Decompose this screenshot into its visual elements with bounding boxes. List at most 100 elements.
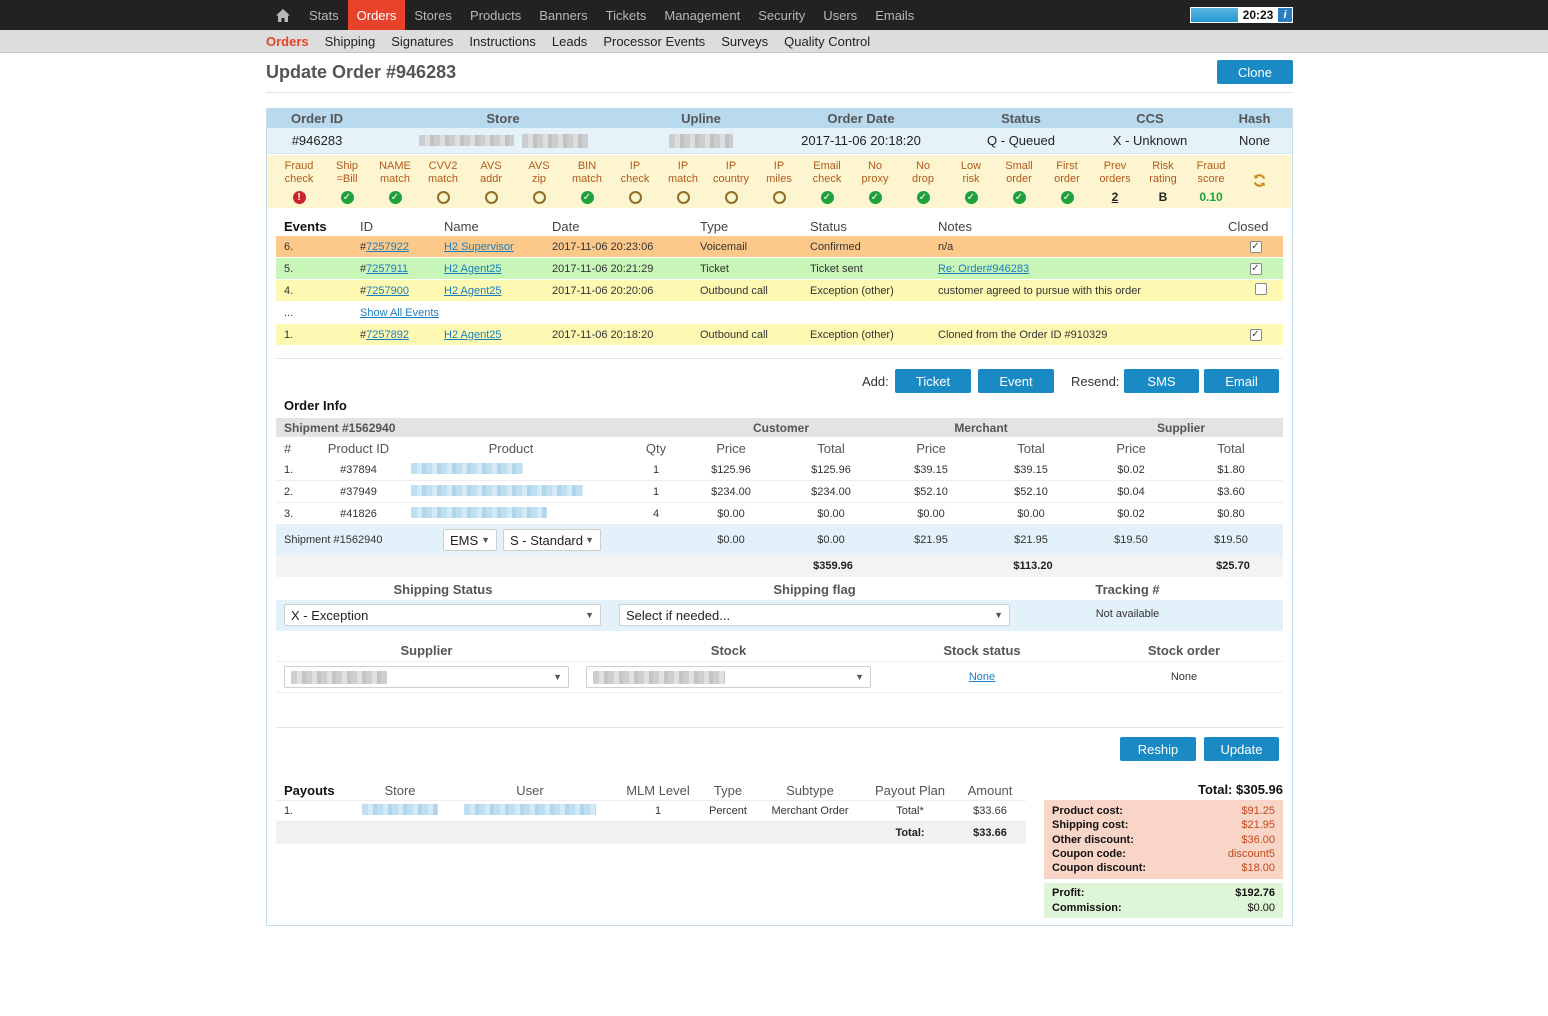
- subnav-signatures[interactable]: Signatures: [391, 34, 454, 49]
- update-button[interactable]: Update: [1204, 737, 1279, 761]
- closed-checkbox[interactable]: ✓: [1249, 329, 1262, 341]
- nav-tickets[interactable]: Tickets: [605, 7, 647, 23]
- check-icon: ✓: [1012, 190, 1026, 204]
- event-user-link[interactable]: H2 Agent25: [444, 328, 502, 341]
- nav-stats[interactable]: Stats: [309, 7, 339, 23]
- subnav-processor-events[interactable]: Processor Events: [603, 34, 706, 49]
- refresh-checks[interactable]: [1235, 155, 1283, 208]
- closed-checkbox[interactable]: ✓: [1249, 263, 1262, 275]
- col-store: Store: [486, 110, 520, 126]
- nav-management[interactable]: Management: [664, 7, 741, 23]
- table-row: 4. #7257900 H2 Agent25 2017-11-06 20:20:…: [276, 280, 1283, 302]
- subnav-shipping[interactable]: Shipping: [324, 34, 376, 49]
- event-id-link[interactable]: 7257892: [366, 328, 409, 341]
- add-event-button[interactable]: Event: [978, 369, 1054, 393]
- chevron-down-icon: ▼: [585, 535, 594, 545]
- product-name-redacted[interactable]: [411, 484, 583, 496]
- hash-value: None: [1238, 133, 1271, 148]
- col-status: Status: [1001, 110, 1041, 126]
- closed-checkbox[interactable]: [1254, 283, 1267, 295]
- show-all-events-link[interactable]: Show All Events: [360, 306, 439, 319]
- check-icon: ✓: [868, 190, 882, 204]
- check-no-drop: No drop ✓: [911, 160, 935, 204]
- product-name-redacted[interactable]: [411, 462, 523, 474]
- event-user-link[interactable]: H2 Agent25: [444, 262, 502, 275]
- nav-emails[interactable]: Emails: [875, 7, 915, 23]
- subnav-surveys[interactable]: Surveys: [721, 34, 769, 49]
- top-navbar: Stats Orders Stores Products Banners Tic…: [0, 0, 1548, 35]
- check-fraud-check: Fraud check!: [284, 160, 314, 204]
- stock-status-link[interactable]: None: [968, 671, 996, 683]
- tracking-value: Not available: [1095, 608, 1160, 620]
- shipping-method-select[interactable]: S - Standard ▼: [503, 529, 601, 551]
- clock-widget[interactable]: 20:23 i: [1190, 7, 1293, 23]
- ev-col-type: Type: [700, 218, 729, 234]
- tracking-label: Tracking #: [1095, 582, 1160, 597]
- ev-col-status: Status: [810, 218, 847, 234]
- prev-orders-link[interactable]: 2: [1111, 189, 1119, 204]
- subnav-instructions[interactable]: Instructions: [469, 34, 536, 49]
- nav-stores[interactable]: Stores: [414, 7, 452, 23]
- resend-email-button[interactable]: Email: [1204, 369, 1279, 393]
- table-row: 1. #37894 1 $125.96 $125.96 $39.15 $39.1…: [276, 459, 1283, 481]
- closed-checkbox[interactable]: ✓: [1249, 241, 1262, 253]
- reship-button[interactable]: Reship: [1120, 737, 1196, 761]
- payout-store-redacted[interactable]: [362, 804, 438, 815]
- clone-button[interactable]: Clone: [1217, 60, 1293, 84]
- supplier-select[interactable]: ▼: [284, 666, 569, 688]
- check-risk-rating: Risk rating B: [1149, 160, 1177, 204]
- info-icon[interactable]: i: [1278, 8, 1292, 22]
- commission-value: $0.00: [1247, 901, 1275, 914]
- table-row: 5. #7257911 H2 Agent25 2017-11-06 20:21:…: [276, 258, 1283, 280]
- subnav-quality-control[interactable]: Quality Control: [784, 34, 871, 49]
- stock-order-label: Stock order: [1147, 643, 1221, 658]
- carrier-select[interactable]: EMS ▼: [443, 529, 497, 551]
- event-id-link[interactable]: 7257900: [366, 284, 409, 297]
- shipping-flag-select[interactable]: Select if needed... ▼: [619, 604, 1010, 626]
- subnav-leads[interactable]: Leads: [551, 34, 588, 49]
- group-customer: Customer: [752, 420, 809, 435]
- ticket-notes-link[interactable]: Re: Order#946283: [938, 262, 1030, 275]
- col-order-id: Order ID: [290, 110, 343, 126]
- nav-orders[interactable]: Orders: [347, 0, 406, 35]
- table-row: 1. #7257892 H2 Agent25 2017-11-06 20:18:…: [276, 324, 1283, 346]
- nav-users[interactable]: Users: [823, 7, 858, 23]
- event-user-link[interactable]: H2 Agent25: [444, 284, 502, 297]
- products-columns: # Product ID Product Qty Price Total Pri…: [284, 440, 1245, 456]
- add-ticket-button[interactable]: Ticket: [895, 369, 971, 393]
- event-user-link[interactable]: H2 Supervisor: [444, 240, 514, 253]
- nav-products[interactable]: Products: [469, 7, 522, 23]
- nav-security[interactable]: Security: [758, 7, 806, 23]
- shipping-flag-label: Shipping flag: [773, 582, 856, 597]
- resend-label: Resend:: [1071, 374, 1120, 389]
- stock-status-label: Stock status: [943, 643, 1021, 658]
- shipping-status-select[interactable]: X - Exception ▼: [284, 604, 601, 626]
- subnav-orders[interactable]: Orders: [266, 34, 309, 49]
- events-header: Events ID Name Date Type Status Notes Cl…: [276, 216, 1283, 236]
- stock-label: Stock: [710, 643, 747, 658]
- order-id-value: #946283: [291, 133, 343, 148]
- events-title: Events: [284, 218, 327, 234]
- home-icon[interactable]: [266, 0, 300, 30]
- event-id-link[interactable]: 7257922: [366, 240, 409, 253]
- check-cvv2-match: CVV2 match: [419, 155, 467, 208]
- customer-total: $359.96: [813, 560, 853, 572]
- col-ccs: CCS: [1136, 110, 1164, 126]
- empty-circle-icon: [724, 190, 738, 204]
- clock-time: 20:23: [1242, 8, 1274, 22]
- check-icon: ✓: [388, 190, 402, 204]
- payout-user-redacted[interactable]: [464, 804, 596, 815]
- chevron-down-icon: ▼: [553, 672, 562, 682]
- event-id-link[interactable]: 7257911: [366, 262, 409, 275]
- order-products-table: Shipment #1562940 Customer Merchant Supp…: [276, 418, 1283, 577]
- nav-banners[interactable]: Banners: [539, 7, 588, 23]
- stock-select[interactable]: ▼: [586, 666, 871, 688]
- chevron-down-icon: ▼: [585, 610, 594, 620]
- refresh-icon[interactable]: [1252, 173, 1267, 188]
- product-name-redacted[interactable]: [411, 506, 547, 518]
- payouts-total-row: Total: $33.66: [276, 822, 1026, 844]
- group-merchant: Merchant: [954, 420, 1008, 435]
- profit-value: $192.76: [1235, 887, 1275, 900]
- resend-sms-button[interactable]: SMS: [1124, 369, 1199, 393]
- table-row: 2. #37949 1 $234.00 $234.00 $52.10 $52.1…: [276, 481, 1283, 503]
